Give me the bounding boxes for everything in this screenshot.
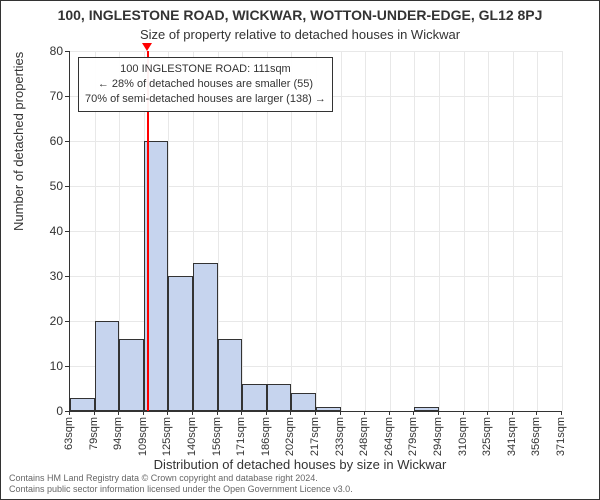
histogram-bar: [242, 384, 267, 411]
x-tick-label: 233sqm: [334, 417, 346, 456]
x-tick-mark: [364, 411, 365, 415]
x-tick-label: 79sqm: [88, 417, 100, 450]
y-tick-label: 0: [3, 404, 63, 418]
y-tick-mark: [65, 231, 69, 232]
x-tick-label: 217sqm: [309, 417, 321, 456]
x-tick-mark: [167, 411, 168, 415]
histogram-bar: [291, 393, 316, 411]
gridline-v: [537, 51, 538, 411]
y-tick-label: 30: [3, 269, 63, 283]
y-tick-label: 60: [3, 134, 63, 148]
x-tick-label: 186sqm: [260, 417, 272, 456]
histogram-bar: [168, 276, 193, 411]
gridline-v: [390, 51, 391, 411]
chart-container: 100, INGLESTONE ROAD, WICKWAR, WOTTON-UN…: [0, 0, 600, 500]
x-tick-label: 371sqm: [555, 417, 567, 456]
gridline-v: [464, 51, 465, 411]
x-tick-mark: [143, 411, 144, 415]
x-tick-mark: [315, 411, 316, 415]
x-tick-mark: [536, 411, 537, 415]
histogram-bar: [316, 407, 341, 412]
y-tick-mark: [65, 321, 69, 322]
x-tick-label: 156sqm: [211, 417, 223, 456]
histogram-bar: [193, 263, 218, 412]
gridline-v: [488, 51, 489, 411]
histogram-bar: [267, 384, 292, 411]
histogram-bar: [414, 407, 439, 412]
x-tick-label: 356sqm: [530, 417, 542, 456]
histogram-bar: [119, 339, 144, 411]
x-tick-mark: [487, 411, 488, 415]
x-tick-mark: [389, 411, 390, 415]
x-tick-label: 294sqm: [432, 417, 444, 456]
x-tick-mark: [241, 411, 242, 415]
attribution-text: Contains HM Land Registry data © Crown c…: [9, 473, 353, 495]
x-tick-label: 279sqm: [407, 417, 419, 456]
callout-line-3: 70% of semi-detached houses are larger (…: [85, 92, 326, 107]
callout-line-2: ← 28% of detached houses are smaller (55…: [85, 77, 326, 92]
histogram-bar: [95, 321, 120, 411]
x-tick-mark: [94, 411, 95, 415]
callout-box: 100 INGLESTONE ROAD: 111sqm← 28% of deta…: [78, 57, 333, 112]
x-tick-label: 171sqm: [235, 417, 247, 456]
gridline-v: [439, 51, 440, 411]
x-tick-mark: [69, 411, 70, 415]
y-tick-mark: [65, 186, 69, 187]
gridline-v: [513, 51, 514, 411]
x-tick-mark: [512, 411, 513, 415]
x-tick-label: 140sqm: [186, 417, 198, 456]
x-tick-label: 94sqm: [112, 417, 124, 450]
histogram-bar: [218, 339, 243, 411]
y-tick-mark: [65, 141, 69, 142]
title-main: 100, INGLESTONE ROAD, WICKWAR, WOTTON-UN…: [1, 7, 599, 23]
gridline-v: [341, 51, 342, 411]
x-tick-mark: [561, 411, 562, 415]
y-tick-mark: [65, 96, 69, 97]
x-tick-label: 125sqm: [161, 417, 173, 456]
y-tick-mark: [65, 366, 69, 367]
title-sub: Size of property relative to detached ho…: [1, 27, 599, 42]
gridline-v: [365, 51, 366, 411]
x-tick-mark: [340, 411, 341, 415]
x-tick-mark: [266, 411, 267, 415]
x-tick-label: 109sqm: [137, 417, 149, 456]
x-tick-mark: [217, 411, 218, 415]
x-tick-mark: [118, 411, 119, 415]
x-tick-label: 310sqm: [457, 417, 469, 456]
y-tick-mark: [65, 51, 69, 52]
x-tick-label: 341sqm: [506, 417, 518, 456]
gridline-v: [414, 51, 415, 411]
x-tick-label: 63sqm: [63, 417, 75, 450]
y-tick-label: 50: [3, 179, 63, 193]
y-tick-label: 40: [3, 224, 63, 238]
x-tick-label: 325sqm: [481, 417, 493, 456]
x-tick-mark: [463, 411, 464, 415]
y-tick-mark: [65, 276, 69, 277]
y-tick-label: 80: [3, 44, 63, 58]
x-tick-mark: [438, 411, 439, 415]
y-tick-label: 10: [3, 359, 63, 373]
x-tick-label: 202sqm: [284, 417, 296, 456]
x-tick-mark: [192, 411, 193, 415]
histogram-bar: [70, 398, 95, 412]
attribution-line-1: Contains HM Land Registry data © Crown c…: [9, 473, 353, 484]
gridline-v: [562, 51, 563, 411]
x-tick-mark: [413, 411, 414, 415]
attribution-line-2: Contains public sector information licen…: [9, 484, 353, 495]
callout-line-1: 100 INGLESTONE ROAD: 111sqm: [85, 62, 326, 77]
property-marker-arrow-icon: [142, 43, 152, 51]
x-tick-label: 264sqm: [383, 417, 395, 456]
y-tick-label: 20: [3, 314, 63, 328]
x-tick-label: 248sqm: [358, 417, 370, 456]
plot-area: 100 INGLESTONE ROAD: 111sqm← 28% of deta…: [69, 51, 562, 412]
y-tick-label: 70: [3, 89, 63, 103]
x-tick-mark: [290, 411, 291, 415]
x-axis-label: Distribution of detached houses by size …: [1, 457, 599, 472]
